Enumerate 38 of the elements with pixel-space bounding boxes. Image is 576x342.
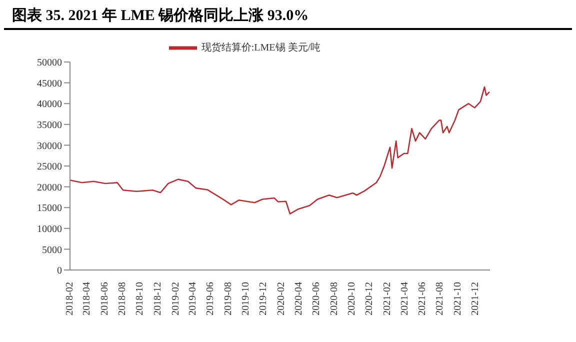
x-tick-label: 2021-04: [399, 282, 410, 316]
x-tick-label: 2019-10: [240, 282, 252, 316]
x-tick-label: 2020-08: [328, 282, 340, 316]
x-tick-label: 2020-04: [293, 282, 304, 316]
y-tick-label: 50000: [37, 58, 62, 69]
x-tick-label: 2019-08: [222, 282, 234, 316]
x-tick-label: 2021-02: [382, 282, 394, 316]
x-tick-label: 2019-06: [205, 282, 216, 316]
x-tick-label: 2018-08: [116, 282, 128, 316]
x-tick-label: 2018-02: [64, 282, 76, 316]
legend-label: 现货结算价:LME锡 美元/吨: [201, 42, 321, 54]
x-tick-label: 2018-04: [82, 282, 93, 316]
y-tick-label: 20000: [37, 182, 62, 194]
y-tick-label: 35000: [37, 120, 62, 131]
x-tick-label: 2019-04: [187, 282, 198, 316]
x-tick-label: 2020-06: [311, 282, 322, 316]
x-tick-label: 2018-06: [99, 282, 110, 316]
y-tick-label: 0: [57, 266, 62, 277]
y-tick-label: 25000: [37, 162, 62, 173]
x-tick-label: 2020-12: [364, 282, 376, 316]
y-tick-label: 5000: [42, 244, 62, 256]
x-tick-label: 2018-12: [152, 282, 164, 316]
y-tick-label: 30000: [37, 140, 62, 152]
x-tick-label: 2018-10: [134, 282, 146, 316]
y-tick-label: 15000: [37, 203, 62, 214]
x-tick-label: 2019-02: [170, 282, 182, 316]
x-tick-label: 2019-12: [258, 282, 270, 316]
x-tick-label: 2020-10: [346, 282, 358, 316]
x-tick-label: 2021-10: [452, 282, 464, 316]
y-tick-label: 40000: [37, 99, 62, 110]
y-tick-label: 10000: [37, 224, 62, 235]
x-tick-label: 2021-06: [416, 282, 428, 316]
x-tick-label: 2020-02: [276, 282, 288, 316]
y-tick-label: 45000: [37, 78, 62, 90]
x-tick-label: 2021-08: [434, 282, 446, 316]
x-tick-label: 2021-12: [470, 282, 482, 316]
line-series: [70, 86, 490, 214]
chart-title: 图表 35. 2021 年 LME 锡价格同比上涨 93.0%: [4, 0, 572, 30]
